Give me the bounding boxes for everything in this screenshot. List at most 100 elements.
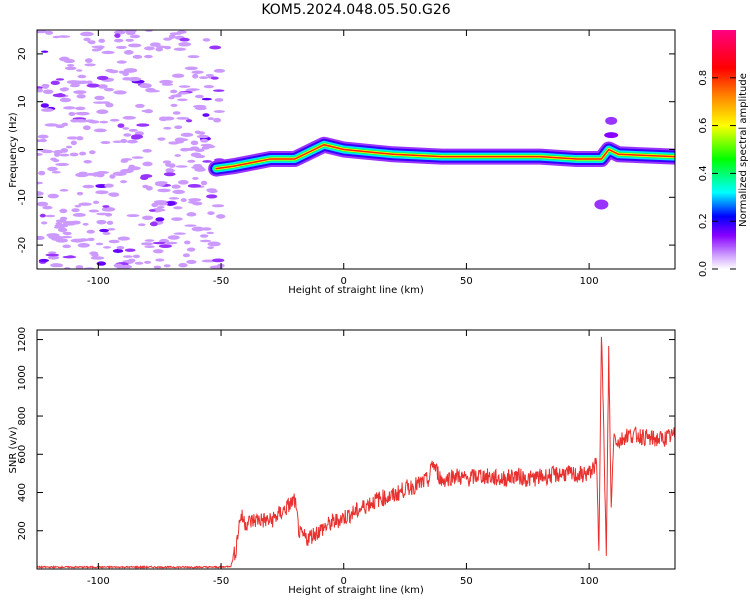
noise-blob	[179, 37, 190, 42]
colorbar-tick-label: 0.8	[698, 70, 709, 86]
noise-blob	[136, 123, 150, 127]
noise-blob	[192, 104, 207, 109]
noise-blob	[41, 149, 54, 154]
noise-blob	[132, 254, 141, 259]
noise-blob	[109, 174, 116, 179]
noise-blob	[153, 265, 162, 269]
noise-blob	[41, 108, 54, 112]
noise-blob	[139, 83, 152, 89]
noise-blob	[70, 140, 77, 146]
colorbar-tick-label: 0.4	[698, 165, 709, 181]
noise-blob	[177, 179, 189, 185]
noise-blob	[123, 50, 134, 55]
noise-blob	[128, 128, 138, 132]
noise-blob	[202, 38, 211, 42]
noise-blob	[140, 242, 154, 246]
noise-blob	[96, 219, 107, 225]
noise-blob	[117, 123, 125, 128]
noise-blob	[64, 66, 77, 71]
colorbar-label: Normalized spectral amplitude	[738, 73, 749, 227]
noise-blob	[87, 40, 95, 44]
noise-blob	[72, 213, 86, 217]
noise-blob	[112, 140, 123, 144]
noise-blob	[201, 97, 212, 101]
noise-blob	[148, 209, 156, 212]
noise-blob	[69, 152, 79, 157]
noise-blob	[199, 239, 212, 243]
noise-blob	[174, 154, 182, 157]
noise-blob	[105, 212, 113, 217]
noise-blob	[50, 157, 57, 161]
noise-blob	[76, 191, 84, 196]
noise-blob	[194, 130, 201, 134]
noise-blob	[131, 134, 143, 140]
noise-blob	[69, 83, 80, 88]
snr-x-tick-label: -100	[87, 576, 110, 587]
noise-blob	[66, 80, 81, 85]
noise-blob	[83, 37, 91, 42]
noise-blob	[127, 76, 142, 82]
noise-blob	[177, 98, 188, 102]
noise-blob	[63, 58, 75, 64]
noise-blob	[165, 168, 174, 173]
noise-blob	[122, 115, 136, 120]
spectrogram-x-tick-label: 100	[580, 276, 599, 287]
noise-blob	[137, 223, 146, 227]
snr-y-tick-label: 200	[17, 521, 28, 540]
noise-blob	[37, 181, 44, 185]
colorbar-tick-label: 0.6	[698, 118, 709, 134]
spectrogram-ridge	[208, 116, 675, 210]
noise-blob	[96, 109, 109, 114]
noise-blob	[47, 255, 60, 260]
noise-blob	[42, 89, 54, 95]
noise-blob	[82, 222, 89, 226]
noise-blob	[202, 160, 212, 163]
noise-blob	[174, 137, 185, 143]
noise-blob	[134, 261, 144, 265]
noise-blob	[176, 117, 190, 120]
snr-frame	[36, 329, 676, 570]
noise-blob	[155, 47, 164, 52]
spectrogram-y-axis-label: Frequency (Hz)	[8, 112, 19, 188]
noise-blob	[116, 266, 126, 269]
noise-blob	[168, 163, 176, 168]
noise-blob	[163, 172, 176, 177]
spectrogram-y-tick-label: -10	[17, 189, 28, 205]
noise-blob	[85, 172, 98, 176]
noise-blob	[171, 73, 185, 78]
noise-blob	[178, 85, 191, 88]
noise-blob	[171, 184, 181, 189]
noise-blob	[113, 90, 127, 95]
snr-line	[37, 336, 675, 569]
noise-blob	[91, 253, 99, 258]
noise-blob	[37, 235, 45, 241]
noise-blob	[200, 138, 209, 143]
noise-blob	[135, 103, 145, 108]
noise-blob	[170, 103, 178, 107]
noise-blob	[140, 174, 153, 178]
noise-blob	[45, 253, 60, 257]
noise-blob	[70, 220, 81, 225]
noise-blob	[59, 189, 69, 192]
noise-blob	[42, 205, 53, 210]
noise-blob	[94, 95, 105, 101]
noise-blob	[59, 153, 70, 157]
noise-blob	[42, 85, 49, 89]
noise-blob	[55, 124, 65, 129]
noise-blob	[190, 152, 202, 158]
colorbar-gradient	[712, 30, 736, 269]
noise-blob	[201, 227, 212, 231]
noise-blob	[87, 237, 95, 242]
snr-y-tick-label: 600	[17, 445, 28, 464]
noise-blob	[37, 201, 49, 207]
noise-blob	[144, 260, 152, 264]
noise-blob	[84, 58, 93, 63]
noise-blob	[108, 69, 119, 74]
noise-blob	[153, 208, 166, 212]
noise-blob	[73, 90, 87, 95]
noise-blob	[60, 235, 73, 239]
noise-blob	[192, 201, 203, 206]
snr-x-axis-label: Height of straight line (km)	[288, 585, 424, 596]
noise-blob	[52, 93, 66, 98]
noise-blob	[209, 45, 222, 50]
